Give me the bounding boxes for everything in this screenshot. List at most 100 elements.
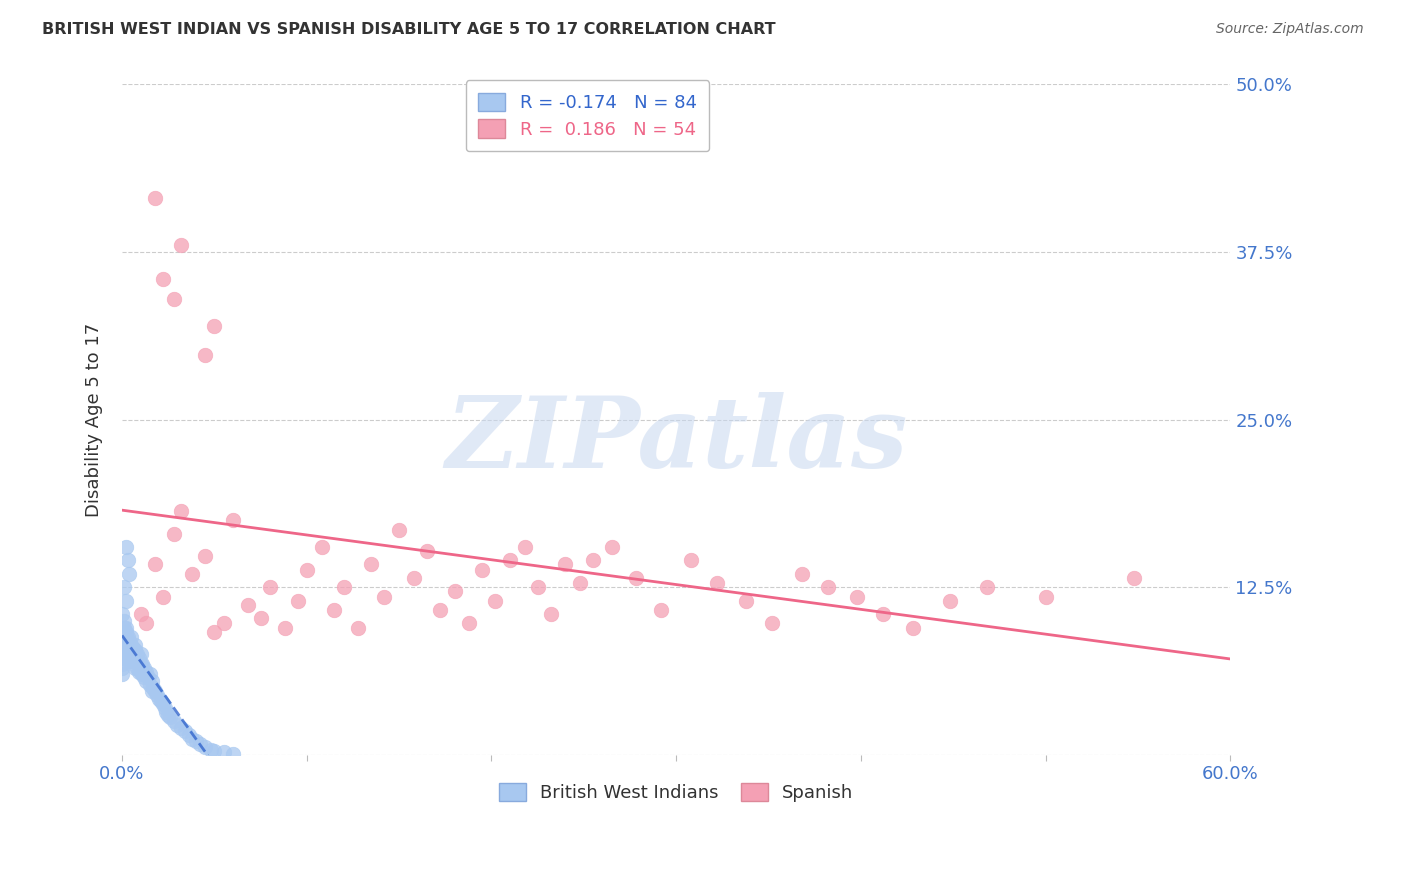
Point: [129, 657, 152, 671]
Point: [139, 678, 162, 692]
Point: [429, 603, 451, 617]
Point: [273, 620, 295, 634]
Point: [120, 630, 142, 644]
Point: [181, 566, 204, 581]
Point: [114, 634, 136, 648]
Point: [650, 603, 672, 617]
Point: [872, 607, 894, 621]
Point: [706, 576, 728, 591]
Point: [118, 566, 141, 581]
Point: [163, 714, 186, 729]
Point: [166, 718, 188, 732]
Point: [332, 580, 354, 594]
Point: [152, 590, 174, 604]
Point: [600, 540, 623, 554]
Point: [131, 667, 153, 681]
Point: [311, 540, 333, 554]
Point: [194, 348, 217, 362]
Point: [124, 661, 146, 675]
Point: [761, 616, 783, 631]
Point: [114, 624, 136, 639]
Point: [735, 593, 758, 607]
Point: [129, 648, 152, 662]
Point: [184, 734, 207, 748]
Point: [152, 272, 174, 286]
Text: Source: ZipAtlas.com: Source: ZipAtlas.com: [1216, 22, 1364, 37]
Point: [200, 742, 222, 756]
Point: [177, 728, 200, 742]
Point: [194, 739, 217, 754]
Point: [125, 648, 148, 662]
Point: [111, 627, 134, 641]
Point: [222, 513, 245, 527]
Point: [146, 688, 169, 702]
Point: [155, 705, 177, 719]
Point: [134, 670, 156, 684]
Legend: British West Indians, Spanish: British West Indians, Spanish: [488, 772, 865, 813]
Point: [143, 558, 166, 572]
Point: [143, 683, 166, 698]
Point: [129, 607, 152, 621]
Point: [471, 563, 494, 577]
Point: [170, 721, 193, 735]
Point: [135, 616, 157, 631]
Point: [112, 627, 135, 641]
Point: [1123, 571, 1146, 585]
Point: [128, 665, 150, 679]
Point: [120, 643, 142, 657]
Point: [142, 681, 165, 695]
Point: [118, 640, 141, 655]
Point: [143, 191, 166, 205]
Point: [259, 580, 281, 594]
Point: [118, 648, 141, 662]
Point: [188, 737, 211, 751]
Point: [170, 504, 193, 518]
Point: [118, 654, 141, 668]
Point: [901, 620, 924, 634]
Point: [148, 691, 170, 706]
Point: [202, 624, 225, 639]
Point: [249, 611, 271, 625]
Point: [458, 616, 481, 631]
Point: [129, 665, 152, 679]
Point: [236, 598, 259, 612]
Point: [388, 523, 411, 537]
Point: [125, 654, 148, 668]
Point: [499, 553, 522, 567]
Point: [152, 697, 174, 711]
Point: [117, 643, 139, 657]
Point: [139, 667, 162, 681]
Point: [114, 540, 136, 554]
Point: [938, 593, 960, 607]
Text: ZIPatlas: ZIPatlas: [446, 392, 907, 488]
Point: [114, 620, 136, 634]
Point: [846, 590, 869, 604]
Point: [360, 558, 382, 572]
Point: [194, 549, 217, 564]
Point: [111, 651, 134, 665]
Point: [141, 683, 163, 698]
Point: [212, 616, 235, 631]
Point: [111, 634, 134, 648]
Point: [118, 634, 141, 648]
Point: [122, 654, 145, 668]
Point: [790, 566, 813, 581]
Point: [212, 745, 235, 759]
Point: [112, 614, 135, 628]
Point: [153, 701, 176, 715]
Point: [111, 657, 134, 671]
Point: [112, 620, 135, 634]
Point: [117, 553, 139, 567]
Point: [976, 580, 998, 594]
Point: [163, 292, 186, 306]
Point: [170, 238, 193, 252]
Point: [122, 648, 145, 662]
Point: [117, 630, 139, 644]
Point: [131, 657, 153, 671]
Point: [125, 661, 148, 675]
Point: [181, 731, 204, 746]
Point: [295, 563, 318, 577]
Point: [122, 640, 145, 655]
Point: [114, 593, 136, 607]
Point: [222, 747, 245, 761]
